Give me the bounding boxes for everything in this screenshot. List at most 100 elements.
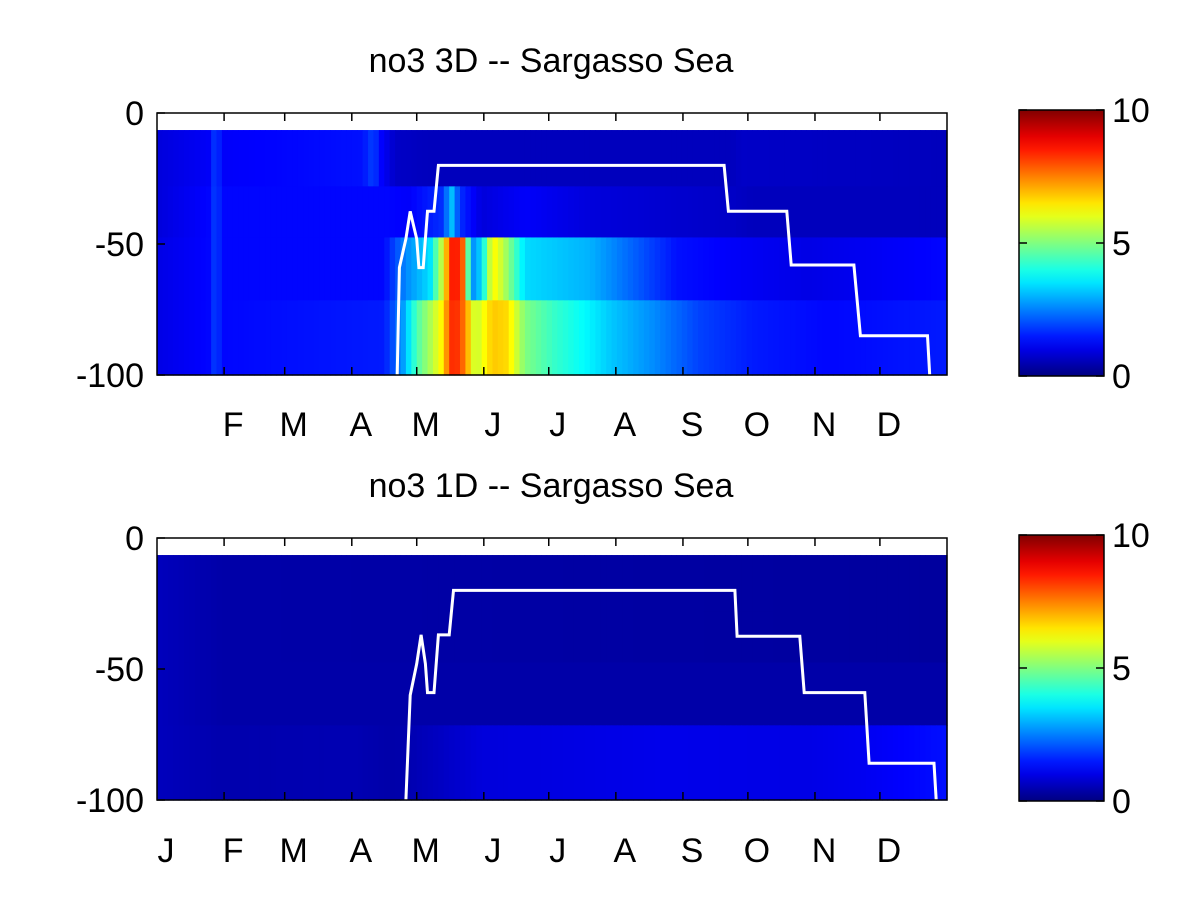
heatmap-cell: [887, 237, 894, 301]
heatmap-cell: [335, 611, 342, 664]
heatmap-cell: [752, 300, 759, 376]
heatmap-cell: [503, 662, 510, 726]
heatmap-cell: [432, 237, 439, 301]
heatmap-cell: [773, 725, 780, 801]
heatmap-cell: [600, 186, 607, 239]
heatmap-cell: [882, 300, 889, 376]
heatmap-cell: [773, 237, 780, 301]
heatmap-cell: [487, 237, 494, 301]
heatmap-cell: [157, 611, 164, 664]
heatmap-cell: [562, 300, 569, 376]
heatmap-cell: [519, 186, 526, 239]
heatmap-cell: [357, 611, 364, 664]
heatmap-cell: [616, 555, 623, 612]
heatmap-cell: [292, 300, 299, 376]
heatmap-cell: [714, 662, 721, 726]
heatmap-cell: [276, 186, 283, 239]
heatmap-cell: [530, 555, 537, 612]
heatmap-cell: [892, 237, 899, 301]
heatmap-cell: [286, 300, 293, 376]
heatmap-cell: [259, 611, 266, 664]
heatmap-cell: [562, 237, 569, 301]
heatmap-cell: [173, 186, 180, 239]
heatmap-cell: [579, 186, 586, 239]
heatmap-cell: [362, 300, 369, 376]
heatmap-cell: [357, 186, 364, 239]
heatmap-cell: [606, 300, 613, 376]
heatmap-cell: [822, 237, 829, 301]
heatmap-cell: [925, 662, 932, 726]
heatmap-cell: [611, 611, 618, 664]
heatmap-cell: [568, 186, 575, 239]
y-tick-label: -100: [76, 357, 144, 395]
heatmap-cell: [254, 611, 261, 664]
heatmap-cell: [395, 555, 402, 612]
heatmap-cell: [730, 237, 737, 301]
heatmap-cell: [530, 300, 537, 376]
heatmap-cell: [584, 662, 591, 726]
heatmap-cell: [514, 725, 521, 801]
heatmap-cell: [779, 130, 786, 187]
heatmap-cell: [384, 237, 391, 301]
heatmap-cell: [340, 130, 347, 187]
heatmap-cell: [346, 662, 353, 726]
heatmap-cell: [552, 186, 559, 239]
heatmap-cell: [162, 300, 169, 376]
heatmap-cell: [681, 611, 688, 664]
heatmap-cell: [216, 611, 223, 664]
heatmap-cell: [313, 555, 320, 612]
heatmap-cell: [552, 130, 559, 187]
heatmap-cell: [335, 555, 342, 612]
heatmap-cell: [194, 130, 201, 187]
heatmap-cell: [909, 237, 916, 301]
heatmap-cell: [221, 662, 228, 726]
heatmap-cell: [627, 186, 634, 239]
heatmap-cell: [465, 611, 472, 664]
colorbar-tick-label: 5: [1112, 225, 1131, 263]
heatmap-cell: [330, 662, 337, 726]
heatmap-cell: [768, 300, 775, 376]
heatmap-cell: [422, 662, 429, 726]
heatmap-cell: [400, 300, 407, 376]
heatmap-cell: [400, 237, 407, 301]
heatmap-cell: [384, 725, 391, 801]
heatmap-cell: [616, 662, 623, 726]
heatmap-cell: [806, 300, 813, 376]
heatmap-cell: [432, 662, 439, 726]
heatmap-cell: [730, 611, 737, 664]
heatmap-cell: [730, 662, 737, 726]
heatmap-cell: [427, 662, 434, 726]
heatmap-cell: [351, 186, 358, 239]
heatmap-cell: [248, 300, 255, 376]
heatmap-cell: [303, 662, 310, 726]
y-tick-label: 0: [125, 95, 144, 133]
heatmap-cell: [313, 300, 320, 376]
heatmap-cell: [703, 725, 710, 801]
heatmap-cell: [790, 130, 797, 187]
heatmap-cell: [671, 130, 678, 187]
heatmap-cell: [492, 725, 499, 801]
heatmap-cell: [238, 130, 245, 187]
heatmap-cell: [319, 300, 326, 376]
heatmap-cell: [384, 555, 391, 612]
heatmap-cell: [535, 300, 542, 376]
heatmap-cell: [389, 611, 396, 664]
heatmap-cell: [400, 725, 407, 801]
colorbar-tick-label: 10: [1112, 517, 1150, 555]
heatmap-cell: [584, 555, 591, 612]
heatmap-cell: [606, 725, 613, 801]
heatmap-cell: [340, 725, 347, 801]
heatmap-cell: [584, 300, 591, 376]
heatmap-cell: [519, 130, 526, 187]
heatmap-cell: [487, 662, 494, 726]
heatmap-cell: [378, 237, 385, 301]
heatmap-cell: [308, 130, 315, 187]
heatmap-cell: [552, 555, 559, 612]
heatmap-cell: [438, 300, 445, 376]
heatmap-cell: [654, 130, 661, 187]
heatmap-cell: [871, 555, 878, 612]
heatmap-cell: [871, 186, 878, 239]
heatmap-cell: [665, 611, 672, 664]
x-tick-label: A: [614, 406, 637, 444]
heatmap-cell: [368, 611, 375, 664]
